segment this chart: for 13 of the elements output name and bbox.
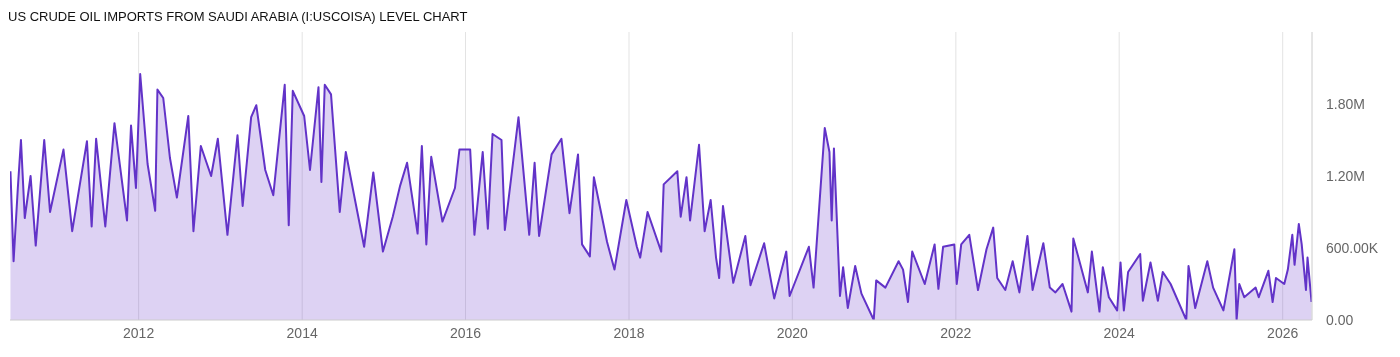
x-tick-label: 2024 <box>1103 324 1135 341</box>
y-tick-label: 0.00 <box>1326 311 1354 328</box>
x-tick-label: 2022 <box>940 324 972 341</box>
y-tick-label: 1.80M <box>1326 95 1365 112</box>
x-tick-label: 2026 <box>1267 324 1299 341</box>
x-tick-label: 2020 <box>776 324 809 341</box>
x-tick-label: 2012 <box>123 324 155 341</box>
chart-title: US CRUDE OIL IMPORTS FROM SAUDI ARABIA (I:USCOISA) LEVEL CHART <box>8 8 469 26</box>
y-tick-label: 1.20M <box>1326 167 1365 184</box>
y-tick-label: 600.00K <box>1326 239 1379 256</box>
x-tick-label: 2016 <box>449 324 482 341</box>
x-tick-label: 2018 <box>613 324 645 341</box>
x-tick-label: 2014 <box>286 324 318 341</box>
